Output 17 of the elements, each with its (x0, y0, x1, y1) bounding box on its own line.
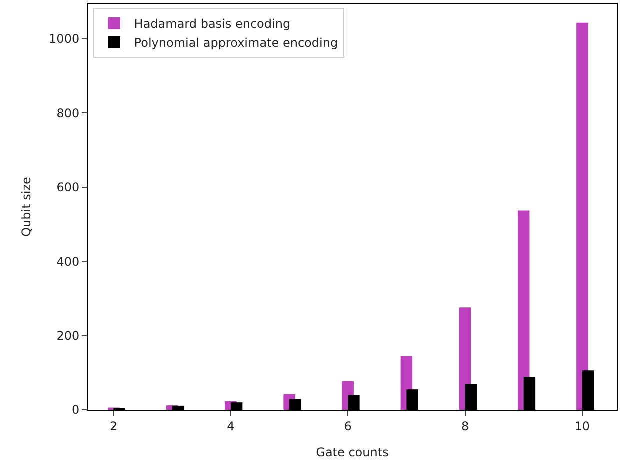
y-tick-label: 0 (72, 403, 80, 418)
bar (518, 210, 530, 410)
y-tick-label: 200 (56, 328, 80, 343)
x-tick-label: 4 (227, 419, 235, 434)
legend-label: Polynomial approximate encoding (134, 36, 338, 50)
bar (576, 22, 588, 410)
y-tick-label: 600 (56, 180, 80, 195)
y-axis-title: Qubit size (19, 177, 34, 237)
y-tick-label: 1000 (49, 32, 80, 46)
x-tick-label: 2 (110, 419, 118, 434)
x-axis-title: Gate counts (316, 445, 389, 460)
y-tick-label: 400 (56, 254, 80, 269)
x-tick-label: 8 (461, 419, 470, 434)
x-tick-label: 6 (344, 419, 352, 434)
y-tick-label: 800 (56, 106, 80, 120)
legend-label: Hadamard basis encoding (134, 17, 291, 32)
x-tick-label: 10 (574, 419, 590, 434)
